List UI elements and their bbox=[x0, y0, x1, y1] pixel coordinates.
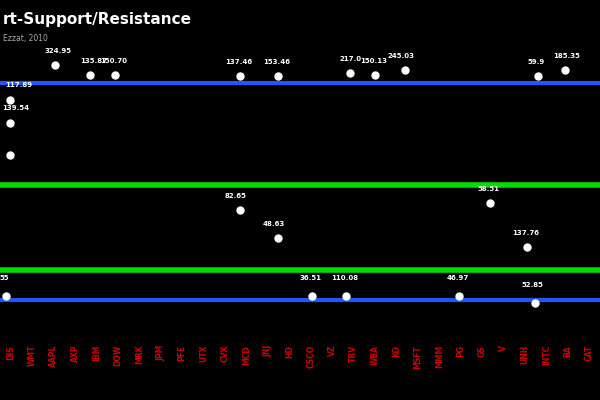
Text: 117.89: 117.89 bbox=[5, 82, 32, 88]
Text: 245.03: 245.03 bbox=[388, 53, 415, 59]
Text: MCD: MCD bbox=[242, 345, 251, 365]
Text: MSFT: MSFT bbox=[413, 345, 422, 369]
Text: CSCO: CSCO bbox=[306, 345, 315, 368]
Text: 139.54: 139.54 bbox=[2, 105, 29, 111]
Text: 55: 55 bbox=[0, 275, 10, 281]
Text: PFE: PFE bbox=[178, 345, 187, 361]
Text: PG: PG bbox=[456, 345, 465, 357]
Text: 150.70: 150.70 bbox=[100, 58, 127, 64]
Text: CAT: CAT bbox=[585, 345, 594, 361]
Text: 48.63: 48.63 bbox=[263, 221, 285, 227]
Text: 137.46: 137.46 bbox=[225, 59, 252, 65]
Text: 59.9: 59.9 bbox=[528, 59, 545, 65]
Text: JNJ: JNJ bbox=[263, 345, 272, 357]
Text: 153.46: 153.46 bbox=[263, 59, 290, 65]
Text: 82.65: 82.65 bbox=[225, 193, 247, 199]
Text: CVX: CVX bbox=[221, 345, 229, 362]
Text: UNH: UNH bbox=[521, 345, 530, 364]
Text: KO: KO bbox=[392, 345, 401, 357]
Text: 135.87: 135.87 bbox=[80, 58, 107, 64]
Text: 58.51: 58.51 bbox=[478, 186, 500, 192]
Text: JPM: JPM bbox=[156, 345, 165, 361]
Text: 150.13: 150.13 bbox=[360, 58, 387, 64]
Text: INTC: INTC bbox=[542, 345, 551, 365]
Text: AXP: AXP bbox=[71, 345, 79, 362]
Text: rt-Support/Resistance: rt-Support/Resistance bbox=[3, 12, 192, 27]
Text: V: V bbox=[499, 345, 508, 351]
Text: WMT: WMT bbox=[28, 345, 37, 366]
Text: 110.08: 110.08 bbox=[331, 275, 358, 281]
Text: 36.51: 36.51 bbox=[300, 275, 322, 281]
Text: WBA: WBA bbox=[371, 345, 380, 365]
Text: AAPL: AAPL bbox=[49, 345, 58, 367]
Text: GS: GS bbox=[478, 345, 487, 357]
Text: DOW: DOW bbox=[113, 345, 122, 366]
Text: Ezzat, 2010: Ezzat, 2010 bbox=[3, 34, 48, 43]
Text: 52.85: 52.85 bbox=[522, 282, 544, 288]
Text: 46.97: 46.97 bbox=[447, 275, 469, 281]
Text: DIS: DIS bbox=[6, 345, 15, 360]
Text: VZ: VZ bbox=[328, 345, 337, 356]
Text: UTX: UTX bbox=[199, 345, 208, 362]
Text: BA: BA bbox=[563, 345, 572, 357]
Text: 185.35: 185.35 bbox=[553, 53, 580, 59]
Text: TRV: TRV bbox=[349, 345, 358, 362]
Text: IBM: IBM bbox=[92, 345, 101, 361]
Text: HD: HD bbox=[285, 345, 294, 358]
Text: 324.95: 324.95 bbox=[45, 48, 72, 54]
Text: 217.0: 217.0 bbox=[340, 56, 362, 62]
Text: MMM: MMM bbox=[435, 345, 444, 368]
Text: 137.76: 137.76 bbox=[512, 230, 539, 236]
Text: MRK: MRK bbox=[135, 345, 144, 364]
